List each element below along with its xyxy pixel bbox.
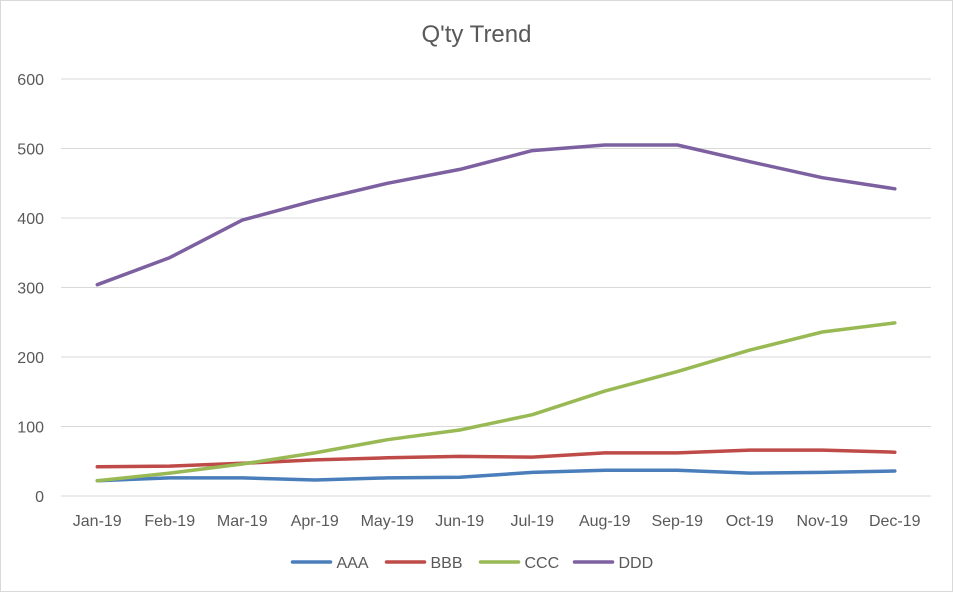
legend-label-aaa: AAA bbox=[337, 555, 369, 572]
x-tick-label: Feb-19 bbox=[144, 513, 195, 530]
x-tick-label: May-19 bbox=[361, 513, 414, 530]
series-line-bbb bbox=[95, 448, 897, 469]
legend-label-bbb: BBB bbox=[431, 555, 463, 572]
x-tick-label: Mar-19 bbox=[217, 513, 268, 530]
y-tick-label: 600 bbox=[17, 72, 44, 89]
series-line-aaa bbox=[95, 468, 897, 483]
series-line-ddd bbox=[95, 143, 897, 287]
y-tick-label: 0 bbox=[35, 489, 44, 506]
x-tick-label: Jan-19 bbox=[73, 513, 122, 530]
x-tick-label: Aug-19 bbox=[579, 513, 631, 530]
y-tick-label: 100 bbox=[17, 420, 44, 437]
legend-label-ccc: CCC bbox=[525, 555, 560, 572]
x-tick-label: Oct-19 bbox=[726, 513, 774, 530]
y-tick-label: 200 bbox=[17, 350, 44, 367]
x-tick-label: Sep-19 bbox=[651, 513, 703, 530]
y-tick-label: 300 bbox=[17, 281, 44, 298]
legend-label-ddd: DDD bbox=[619, 555, 654, 572]
x-tick-label: Jun-19 bbox=[435, 513, 484, 530]
x-tick-label: Jul-19 bbox=[510, 513, 554, 530]
y-tick-label: 500 bbox=[17, 142, 44, 159]
chart-title: Q'ty Trend bbox=[421, 21, 532, 48]
series-line-ccc bbox=[95, 321, 897, 483]
x-tick-label: Nov-19 bbox=[796, 513, 848, 530]
x-tick-label: Dec-19 bbox=[869, 513, 921, 530]
x-tick-label: Apr-19 bbox=[291, 513, 339, 530]
y-tick-label: 400 bbox=[17, 211, 44, 228]
